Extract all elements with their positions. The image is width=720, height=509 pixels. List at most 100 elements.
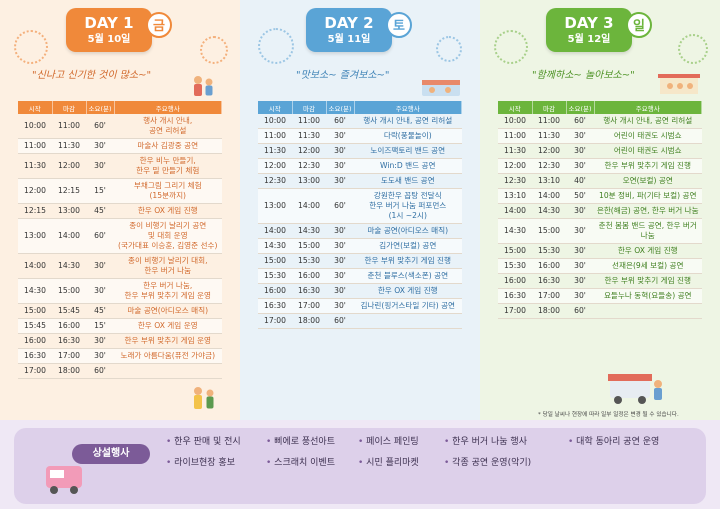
duration: 60' (86, 114, 114, 139)
end-time: 16:00 (292, 268, 326, 284)
footer-item: • 페이스 페인팅 (358, 437, 419, 447)
event-name: 춘천 블루스(색소폰) 공연 (354, 268, 462, 284)
event-name: 어린이 태권도 시범쇼 (594, 143, 702, 159)
duration: 30' (326, 223, 354, 239)
end-time: 14:00 (292, 188, 326, 224)
food-stall-illustration (420, 74, 462, 102)
schedule-row: 14:00 14:30 30' 종이 비행기 날리기 대회, 한우 버거 나눔 (18, 253, 222, 279)
schedule-row: 15:00 15:30 30' 한우 부위 맞추기 게임 진행 (258, 253, 462, 269)
header-start: 시작 (498, 101, 533, 114)
end-time: 16:00 (52, 318, 86, 334)
schedule-table: 시작 마감 소요(분) 주요행사 10:00 11:00 60' 행사 개시 안내, … (498, 101, 702, 319)
header-duration: 소요(분) (326, 101, 355, 114)
footer-item: • 대학 동아리 공연 운영 (568, 437, 660, 447)
footer-item: • 스크래치 이벤트 (266, 458, 335, 468)
day-badge: DAY 1 5월 10일 (66, 8, 152, 52)
duration: 60' (566, 303, 594, 319)
schedule-row: 15:00 15:30 30' 한우 OX 게임 진행 (498, 243, 702, 259)
schedule-row: 11:00 11:30 30' 다락(풍물놀이) (258, 128, 462, 144)
start-time: 15:00 (18, 303, 52, 319)
end-time: 14:30 (52, 253, 86, 279)
schedule-row: 15:30 16:00 30' 선재은(9세 보컬) 공연 (498, 258, 702, 274)
duration: 30' (326, 173, 354, 189)
end-time: 14:30 (292, 223, 326, 239)
event-name: 한우 부위 맞추기 게임 운영 (114, 333, 222, 349)
schedule-row: 16:30 17:00 30' 노래가 아름다움(퓨전 가야금) (18, 348, 222, 364)
event-name: 마술 공연(아디오스 매직) (114, 303, 222, 319)
end-time: 15:30 (292, 253, 326, 269)
start-time: 16:30 (258, 298, 292, 314)
event-name: 다락(풍물놀이) (354, 128, 462, 144)
start-time: 14:00 (258, 223, 292, 239)
weekday-badge: 금 (146, 12, 172, 38)
duration: 30' (326, 283, 354, 299)
day-title: DAY 3 (564, 14, 614, 32)
schedule-row: 11:30 12:00 30' 한우 비누 만들기, 한우 밀 만들기 체험 (18, 153, 222, 179)
end-time: 16:00 (532, 258, 566, 274)
schedule-row: 16:30 17:00 30' 김나린(핑거스타일 기타) 공연 (258, 298, 462, 314)
start-time: 13:00 (18, 218, 52, 254)
duration: 45' (86, 203, 114, 219)
schedule-row: 15:45 16:00 15' 한우 OX 게임 운영 (18, 318, 222, 334)
duration: 30' (566, 288, 594, 304)
schedule-row: 16:00 16:30 30' 한우 부위 맞추기 게임 운영 (18, 333, 222, 349)
start-time: 16:00 (498, 273, 532, 289)
start-time: 12:00 (258, 158, 292, 174)
duration: 30' (326, 143, 354, 159)
end-time: 13:10 (532, 173, 566, 189)
event-name: 한우 버거 나눔, 한우 부위 맞추기 게임 운영 (114, 278, 222, 304)
event-name: 한우 OX 게임 운영 (114, 318, 222, 334)
schedule-row: 14:30 15:00 30' 한우 버거 나눔, 한우 부위 맞추기 게임 운영 (18, 278, 222, 304)
end-time: 11:30 (52, 138, 86, 154)
event-name: 행사 개시 안내, 공연 리허설 (354, 114, 462, 129)
end-time: 12:15 (52, 178, 86, 204)
day3-column: DAY 3 5월 12일 일 "함께하소~ 놀아보소~" 시작 마감 소요(분)… (480, 0, 720, 420)
day-date: 5월 10일 (87, 34, 131, 45)
day-slogan: "신나고 신기한 것이 많소~" (32, 70, 152, 81)
event-name (594, 303, 702, 319)
schedule-body: 10:00 11:00 60' 행사 개시 안내, 공연 리허설 11:00 11:30 3… (258, 114, 462, 329)
firework-decoration (258, 28, 294, 64)
schedule-row: 12:00 12:15 15' 부채그림 그리기 체험 (15분까지) (18, 178, 222, 204)
start-time: 11:30 (258, 143, 292, 159)
schedule-row: 11:30 12:00 30' 노이즈팩토리 밴드 공연 (258, 143, 462, 159)
day2-column: DAY 2 5월 11일 토 "맛보소~ 즐겨보소~" 시작 마감 소요(분) … (240, 0, 480, 420)
schedule-row: 12:00 12:30 30' 한우 부위 맞추기 게임 진행 (498, 158, 702, 174)
food-cart-illustration (606, 370, 666, 410)
day-date: 5월 11일 (327, 34, 371, 45)
event-name: 도도새 밴드 공연 (354, 173, 462, 189)
event-name: 노이즈팩토리 밴드 공연 (354, 143, 462, 159)
header-event: 주요행사 (354, 101, 462, 114)
start-time: 10:00 (258, 114, 292, 129)
day-badge: DAY 2 5월 11일 (306, 8, 392, 52)
end-time: 17:00 (532, 288, 566, 304)
duration: 30' (566, 258, 594, 274)
duration: 30' (566, 158, 594, 174)
event-name: 한우 비누 만들기, 한우 밀 만들기 체험 (114, 153, 222, 179)
start-time: 17:00 (498, 303, 532, 319)
end-time: 17:00 (292, 298, 326, 314)
start-time: 14:00 (18, 253, 52, 279)
schedule-table: 시작 마감 소요(분) 주요행사 10:00 11:00 60' 행사 개시 안내, … (258, 101, 462, 329)
header-start: 시작 (258, 101, 293, 114)
footer-item: • 라이브현장 홍보 (166, 458, 235, 468)
people-illustration (190, 74, 216, 100)
end-time: 11:00 (532, 114, 566, 129)
event-name: 종이 비행기 날리기 공연 및 대회 운영 (국가대표 이승훈, 김영준 선수) (114, 218, 222, 254)
duration: 60' (326, 114, 354, 129)
event-name: 마술 공연(아디오스 매직) (354, 223, 462, 239)
start-time: 16:30 (18, 348, 52, 364)
schedule-row: 12:30 13:00 30' 도도새 밴드 공연 (258, 173, 462, 189)
schedule-row: 11:30 12:00 30' 어린이 태권도 시범쇼 (498, 143, 702, 159)
schedule-row: 15:00 15:45 45' 마술 공연(아디오스 매직) (18, 303, 222, 319)
schedule-row: 13:00 14:00 60' 강원한우 꼽탕 전달식 한우 버거 나눔 퍼포먼스 (… (258, 188, 462, 224)
footer-section: 상설행사 • 한우 판매 및 전시 • 삐에로 풍선아트 • 페이스 페인팅 •… (0, 420, 720, 509)
start-time: 11:30 (18, 153, 52, 179)
header-end: 마감 (292, 101, 327, 114)
day-title: DAY 1 (84, 14, 134, 32)
footer-item: • 각종 공연 운영(악기) (444, 458, 532, 468)
start-time: 11:00 (18, 138, 52, 154)
end-time: 11:00 (52, 114, 86, 139)
start-time: 15:00 (258, 253, 292, 269)
end-time: 14:00 (532, 188, 566, 204)
